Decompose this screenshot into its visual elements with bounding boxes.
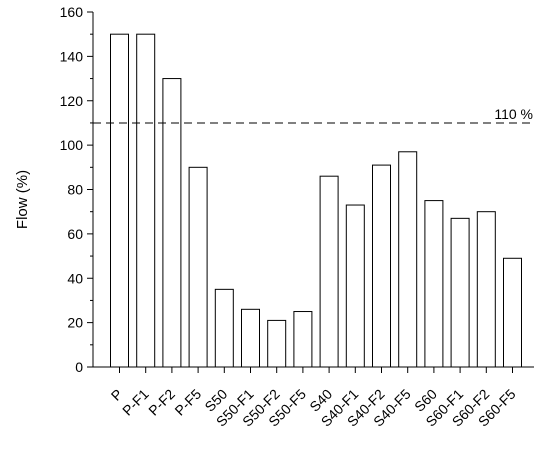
y-tick-label: 0 [75, 359, 83, 375]
x-tick-label: P-F2 [145, 386, 178, 419]
bar [345, 204, 365, 368]
bar [398, 151, 418, 368]
bars-group [110, 33, 522, 368]
y-tick-label: 80 [67, 182, 83, 198]
x-tick-label: P-F5 [171, 386, 204, 419]
bar [450, 217, 470, 368]
bar [372, 164, 391, 368]
bar [424, 200, 444, 368]
y-tick-label: 60 [67, 226, 83, 242]
bar [241, 308, 260, 368]
bar [293, 311, 313, 368]
y-tick-label: 120 [60, 93, 84, 109]
reference-line-label: 110 % [494, 106, 533, 122]
y-tick-label: 20 [67, 315, 83, 331]
reference-line-group: 110 % [93, 106, 534, 124]
bar [319, 175, 339, 368]
y-tick-label: 100 [60, 137, 84, 153]
x-ticks-group: PP-F1P-F2P-F5S50S50-F1S50-F2S50-F5S40S40… [108, 367, 519, 430]
y-tick-label: 140 [60, 48, 84, 64]
x-tick-label: P [108, 386, 126, 404]
y-tick-label: 40 [67, 270, 83, 286]
bar [214, 288, 234, 368]
y-tick-label: 160 [60, 4, 84, 20]
y-axis-title: Flow (%) [14, 170, 31, 229]
bar [476, 211, 496, 368]
bar [267, 319, 287, 368]
bar [162, 78, 182, 368]
bar [503, 257, 522, 368]
y-ticks-group: 0 20 40 60 80 100 120 140 160 [60, 4, 93, 375]
bar [188, 166, 208, 368]
bar [136, 33, 156, 368]
bar [110, 33, 129, 368]
x-tick-label: P-F1 [119, 386, 152, 419]
